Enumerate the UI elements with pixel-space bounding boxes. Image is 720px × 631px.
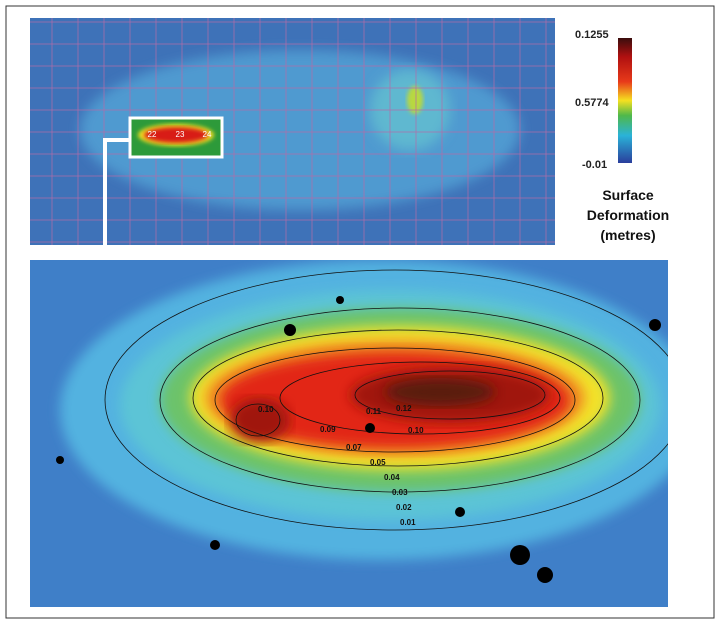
contour-label: 0.04	[384, 473, 400, 482]
color-bar	[618, 38, 632, 163]
inset-label: 22	[148, 130, 157, 139]
contour-label: 0.03	[392, 488, 408, 497]
inset-label: 24	[203, 130, 212, 139]
figure: 22 23 24 0.10 0.11	[0, 0, 720, 626]
legend-title: Surface	[602, 187, 654, 203]
contour-label: 0.10	[258, 405, 274, 414]
overview-map: 22 23 24	[30, 18, 555, 245]
legend-title: (metres)	[600, 227, 655, 243]
legend-max: 0.1255	[575, 29, 609, 41]
contour-label: 0.02	[396, 503, 412, 512]
contour-label: 0.05	[370, 458, 386, 467]
contour-label: 0.07	[346, 443, 362, 452]
contour-label: 0.12	[396, 404, 412, 413]
legend-min: -0.01	[582, 159, 607, 171]
legend-title: Deformation	[587, 207, 669, 223]
contour-label: 0.11	[366, 407, 382, 416]
contour-label: 0.10	[408, 426, 424, 435]
contour-label: 0.09	[320, 425, 336, 434]
contour-label: 0.01	[400, 518, 416, 527]
inset-label: 23	[176, 130, 185, 139]
legend-mid: 0.5774	[575, 97, 610, 109]
detail-map	[30, 260, 700, 607]
